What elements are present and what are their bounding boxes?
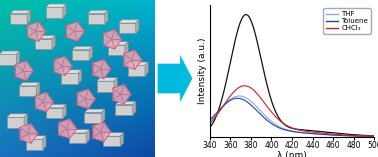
Polygon shape [26, 136, 46, 139]
Polygon shape [7, 114, 28, 117]
Polygon shape [35, 35, 55, 39]
Polygon shape [93, 59, 111, 79]
Polygon shape [69, 130, 90, 133]
Polygon shape [88, 14, 105, 24]
Polygon shape [115, 101, 136, 105]
Polygon shape [86, 130, 90, 143]
Polygon shape [97, 81, 114, 92]
Polygon shape [136, 20, 139, 33]
Y-axis label: Intensity (a.u.): Intensity (a.u.) [198, 37, 207, 104]
Polygon shape [15, 61, 33, 80]
Polygon shape [0, 54, 16, 65]
Polygon shape [89, 46, 93, 60]
Polygon shape [46, 7, 63, 18]
Polygon shape [7, 117, 24, 128]
Polygon shape [119, 23, 136, 33]
Polygon shape [59, 119, 77, 138]
Polygon shape [133, 101, 136, 115]
Polygon shape [46, 108, 63, 118]
Polygon shape [27, 10, 31, 24]
Polygon shape [128, 65, 145, 76]
Polygon shape [145, 62, 148, 76]
Polygon shape [52, 35, 55, 49]
Polygon shape [119, 20, 139, 23]
Polygon shape [61, 70, 82, 73]
Polygon shape [54, 56, 72, 76]
Polygon shape [124, 50, 142, 69]
Polygon shape [10, 14, 27, 24]
Polygon shape [77, 89, 95, 109]
Polygon shape [128, 62, 148, 65]
Polygon shape [24, 114, 28, 128]
Polygon shape [35, 39, 52, 49]
Polygon shape [78, 70, 82, 84]
Polygon shape [103, 136, 120, 146]
Polygon shape [103, 133, 124, 136]
Polygon shape [26, 139, 43, 150]
Polygon shape [46, 104, 66, 108]
Polygon shape [61, 73, 78, 84]
Polygon shape [46, 4, 66, 7]
Polygon shape [114, 78, 117, 92]
Legend: THF, Toluene, CHCl₃: THF, Toluene, CHCl₃ [323, 8, 371, 34]
Polygon shape [72, 50, 89, 60]
Polygon shape [28, 22, 46, 41]
Polygon shape [108, 45, 125, 55]
FancyArrow shape [157, 54, 193, 103]
Polygon shape [16, 51, 20, 65]
Polygon shape [115, 105, 133, 115]
Polygon shape [36, 82, 40, 96]
Polygon shape [113, 84, 131, 104]
Polygon shape [10, 10, 31, 14]
Polygon shape [93, 122, 111, 142]
Polygon shape [0, 51, 20, 54]
Polygon shape [97, 78, 117, 81]
Polygon shape [35, 92, 53, 112]
Polygon shape [105, 10, 108, 24]
Polygon shape [63, 4, 66, 18]
Polygon shape [84, 109, 105, 113]
Polygon shape [88, 10, 108, 14]
Polygon shape [104, 30, 122, 49]
Polygon shape [72, 46, 93, 50]
Polygon shape [19, 86, 36, 96]
X-axis label: λ (nm): λ (nm) [277, 151, 307, 157]
Polygon shape [20, 124, 38, 143]
Polygon shape [120, 133, 124, 146]
Polygon shape [66, 22, 84, 41]
Polygon shape [43, 136, 46, 150]
Polygon shape [125, 42, 128, 55]
Polygon shape [19, 82, 40, 86]
Polygon shape [84, 113, 102, 123]
Polygon shape [108, 42, 128, 45]
Polygon shape [102, 109, 105, 123]
Polygon shape [69, 133, 86, 143]
Polygon shape [63, 104, 66, 118]
